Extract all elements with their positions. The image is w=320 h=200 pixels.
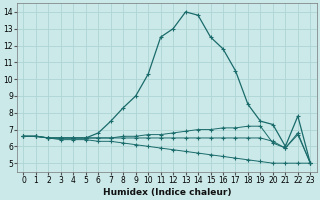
X-axis label: Humidex (Indice chaleur): Humidex (Indice chaleur) [103, 188, 231, 197]
